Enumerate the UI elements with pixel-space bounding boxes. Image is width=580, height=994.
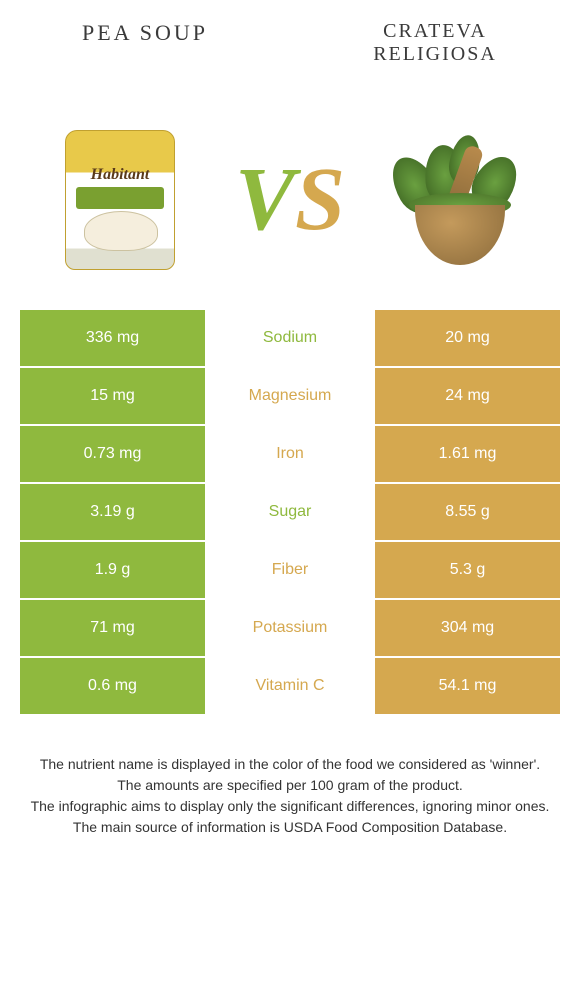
nutrient-table: 336 mgSodium20 mg15 mgMagnesium24 mg0.73… <box>20 310 560 714</box>
right-food-image <box>380 120 540 280</box>
table-row: 1.9 gFiber5.3 g <box>20 542 560 598</box>
right-value: 1.61 mg <box>375 426 560 482</box>
left-value: 71 mg <box>20 600 205 656</box>
right-value: 5.3 g <box>375 542 560 598</box>
right-value: 8.55 g <box>375 484 560 540</box>
footer-line-3: The infographic aims to display only the… <box>30 796 550 817</box>
table-row: 3.19 gSugar8.55 g <box>20 484 560 540</box>
left-food-image <box>40 120 200 280</box>
nutrient-label: Sodium <box>205 310 375 366</box>
footer-notes: The nutrient name is displayed in the co… <box>10 754 570 838</box>
right-value: 24 mg <box>375 368 560 424</box>
table-row: 336 mgSodium20 mg <box>20 310 560 366</box>
footer-line-4: The main source of information is USDA F… <box>30 817 550 838</box>
right-food-title: Crateva religiosa <box>320 20 550 66</box>
nutrient-label: Fiber <box>205 542 375 598</box>
left-value: 0.73 mg <box>20 426 205 482</box>
table-row: 0.6 mgVitamin C54.1 mg <box>20 658 560 714</box>
nutrient-label: Potassium <box>205 600 375 656</box>
table-row: 15 mgMagnesium24 mg <box>20 368 560 424</box>
mortar-herbs-icon <box>385 125 535 275</box>
images-row: VS <box>10 110 570 290</box>
vs-s: S <box>295 150 345 249</box>
nutrient-label: Sugar <box>205 484 375 540</box>
vs-v: V <box>235 150 295 249</box>
table-row: 71 mgPotassium304 mg <box>20 600 560 656</box>
left-food-title: pea soup <box>30 20 260 46</box>
left-value: 15 mg <box>20 368 205 424</box>
right-value: 304 mg <box>375 600 560 656</box>
right-value: 54.1 mg <box>375 658 560 714</box>
nutrient-label: Magnesium <box>205 368 375 424</box>
left-value: 0.6 mg <box>20 658 205 714</box>
nutrient-label: Vitamin C <box>205 658 375 714</box>
right-value: 20 mg <box>375 310 560 366</box>
footer-line-2: The amounts are specified per 100 gram o… <box>30 775 550 796</box>
vs-label: VS <box>235 155 345 245</box>
header: pea soup Crateva religiosa <box>10 20 570 100</box>
left-value: 336 mg <box>20 310 205 366</box>
table-row: 0.73 mgIron1.61 mg <box>20 426 560 482</box>
nutrient-label: Iron <box>205 426 375 482</box>
left-value: 3.19 g <box>20 484 205 540</box>
soup-can-icon <box>65 130 175 270</box>
footer-line-1: The nutrient name is displayed in the co… <box>30 754 550 775</box>
left-value: 1.9 g <box>20 542 205 598</box>
